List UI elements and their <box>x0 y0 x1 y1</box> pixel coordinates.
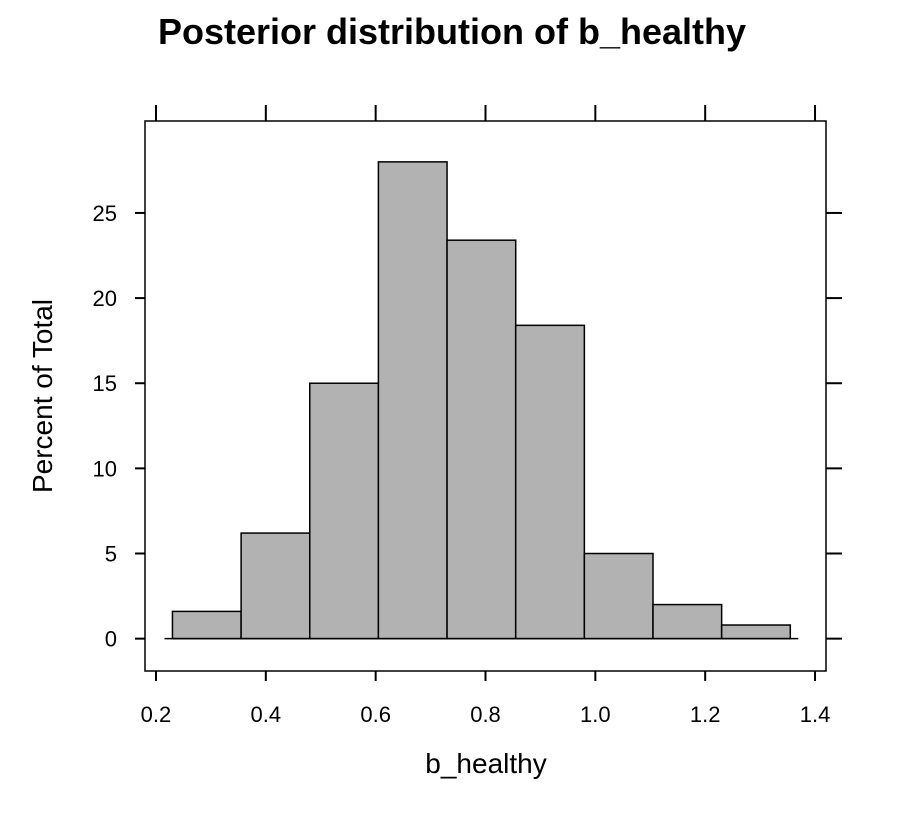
bars-group <box>171 161 792 640</box>
chart-title: Posterior distribution of b_healthy <box>158 11 746 52</box>
histogram-bar <box>240 532 311 640</box>
x-tick-label: 1.4 <box>800 702 831 727</box>
x-axis-ticks: 0.2 0.4 0.6 0.8 1.0 1.2 1.4 <box>141 105 831 727</box>
x-tick-label: 0.6 <box>360 702 391 727</box>
histogram-bar <box>309 382 380 640</box>
y-tick-label: 0 <box>105 627 117 652</box>
x-tick-label: 0.8 <box>470 702 501 727</box>
y-tick-label: 20 <box>93 286 117 311</box>
y-tick-label: 15 <box>93 371 117 396</box>
y-tick-label: 25 <box>93 201 117 226</box>
x-tick-label: 0.4 <box>251 702 282 727</box>
x-tick-label: 1.2 <box>690 702 721 727</box>
y-axis-label: Percent of Total <box>27 299 58 493</box>
histogram-bar <box>583 552 654 640</box>
histogram-bar <box>652 603 723 640</box>
histogram-bar <box>720 624 792 640</box>
y-tick-label: 10 <box>93 456 117 481</box>
x-tick-label: 0.2 <box>141 702 172 727</box>
y-axis-ticks: 0 5 10 15 20 25 <box>93 201 842 652</box>
histogram-bar <box>377 161 448 640</box>
histogram-bar <box>446 239 517 640</box>
x-tick-label: 1.0 <box>580 702 611 727</box>
histogram-bar <box>514 324 586 640</box>
histogram-bar <box>171 610 242 640</box>
y-tick-label: 5 <box>105 542 117 567</box>
x-axis-label: b_healthy <box>425 748 546 779</box>
